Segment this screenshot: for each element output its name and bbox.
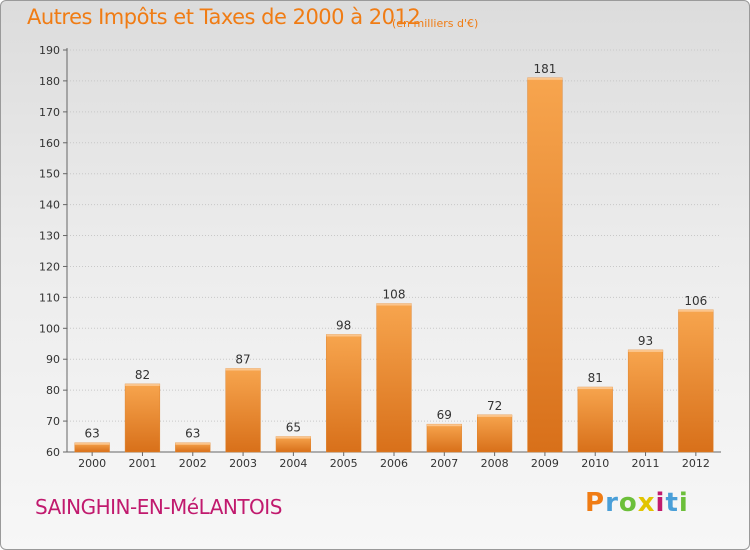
data-label-2006: 108	[383, 288, 406, 302]
data-label-2008: 72	[487, 399, 502, 413]
proxiti-logo: Proxiti	[585, 488, 689, 518]
data-label-2010: 81	[588, 371, 603, 385]
data-label-2009: 181	[533, 62, 556, 76]
data-label-2011: 93	[638, 334, 653, 348]
chart-title: Autres Impôts et Taxes de 2000 à 2012	[27, 5, 421, 29]
y-tick-label: 170	[39, 106, 60, 119]
bar-2010	[577, 386, 613, 453]
logo-letter: P	[585, 488, 606, 518]
bar-highlight	[376, 303, 412, 306]
y-tick-label: 190	[39, 44, 60, 57]
bar-2006	[376, 303, 412, 453]
bar-highlight	[628, 349, 663, 352]
y-tick-label: 120	[39, 260, 60, 273]
x-tick-label-2011: 2011	[632, 457, 660, 470]
bar-highlight	[527, 77, 563, 80]
data-label-2001: 82	[135, 368, 150, 382]
x-tick-label-2009: 2009	[531, 457, 559, 470]
data-label-2000: 63	[85, 427, 100, 441]
x-tick-label-2010: 2010	[581, 457, 609, 470]
x-tick-label-2008: 2008	[481, 457, 509, 470]
data-label-2005: 98	[336, 318, 351, 332]
bar-2004	[275, 436, 311, 453]
y-tick-label: 70	[46, 415, 60, 428]
bar-2011	[627, 349, 664, 453]
bar-highlight	[125, 383, 160, 386]
bar-highlight	[678, 309, 714, 312]
y-tick-label: 80	[46, 384, 60, 397]
y-tick-label: 130	[39, 230, 60, 243]
data-label-2012: 106	[684, 294, 707, 308]
data-label-2007: 69	[437, 408, 452, 422]
y-tick-label: 150	[39, 168, 60, 181]
y-tick-label: 110	[39, 291, 60, 304]
data-label-2004: 65	[286, 421, 301, 435]
data-label-2003: 87	[235, 353, 250, 367]
x-tick-label-2002: 2002	[179, 457, 207, 470]
bar-highlight	[477, 414, 512, 417]
bar-2001	[124, 383, 161, 453]
bar-highlight	[326, 334, 362, 337]
chart-subtitle: (en milliers d'€)	[392, 17, 479, 30]
bar-2012	[678, 309, 714, 453]
bar-highlight	[175, 442, 211, 445]
bar-highlight	[276, 436, 311, 439]
bar-2007	[426, 423, 462, 453]
x-tick-label-2003: 2003	[229, 457, 257, 470]
x-tick-label-2007: 2007	[430, 457, 458, 470]
data-label-2002: 63	[185, 427, 200, 441]
y-tick-label: 180	[39, 75, 60, 88]
y-tick-label: 60	[46, 446, 60, 459]
bar-2005	[326, 334, 362, 453]
logo-letter: o	[618, 488, 638, 518]
x-tick-label-2004: 2004	[279, 457, 307, 470]
logo-letter: i	[655, 488, 666, 518]
y-tick-label: 90	[46, 353, 60, 366]
bar-2008	[477, 414, 513, 453]
bar-highlight	[225, 368, 261, 371]
y-tick-label: 140	[39, 199, 60, 212]
y-tick-label: 160	[39, 137, 60, 150]
commune-name: SAINGHIN-EN-MéLANTOIS	[35, 495, 282, 519]
x-tick-label-2005: 2005	[330, 457, 358, 470]
x-tick-label-2001: 2001	[128, 457, 156, 470]
logo-letter: r	[605, 488, 619, 518]
logo-letter: x	[637, 488, 656, 518]
bar-2009	[527, 77, 563, 453]
bar-highlight	[577, 387, 613, 390]
logo-letter: i	[678, 488, 689, 518]
logo-letter: t	[665, 488, 679, 518]
x-tick-label-2006: 2006	[380, 457, 408, 470]
bar-highlight	[74, 442, 110, 445]
x-tick-label-2012: 2012	[682, 457, 710, 470]
bar-highlight	[426, 424, 462, 427]
y-tick-label: 100	[39, 322, 60, 335]
bar-2003	[225, 368, 261, 453]
x-tick-label-2000: 2000	[78, 457, 106, 470]
